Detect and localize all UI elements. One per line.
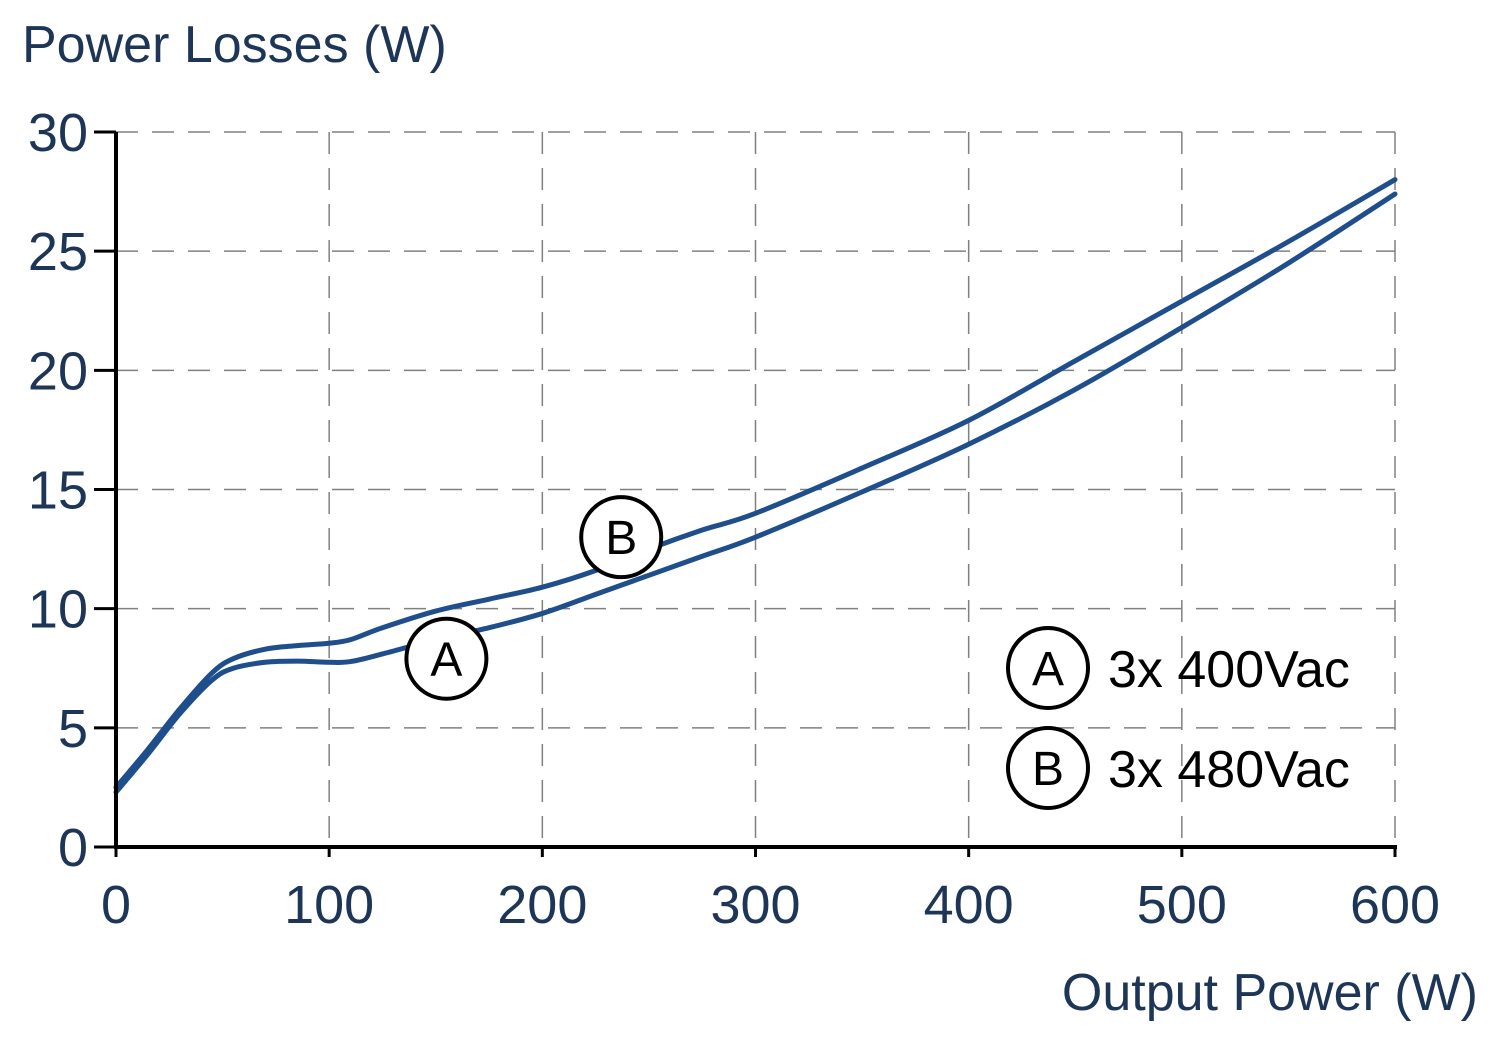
x-tick-label: 0 xyxy=(101,875,131,935)
series-marker-a xyxy=(404,616,489,701)
series-marker-letter: B xyxy=(605,512,637,565)
y-tick-label: 0 xyxy=(58,818,88,878)
y-tick-label: 10 xyxy=(28,580,88,640)
x-tick-label: 200 xyxy=(497,875,587,935)
series-marker-letter: A xyxy=(430,634,462,687)
x-axis-label: Output Power (W) xyxy=(1062,964,1478,1022)
legend: A 3x 400Vac B 3x 480Vac xyxy=(1006,626,1350,810)
axes xyxy=(94,130,1397,857)
legend-marker-b xyxy=(1006,726,1090,810)
tick-labels: 0 100 200 300 400 500 600 0 5 10 15 20 25 30 xyxy=(28,103,1440,935)
y-tick-label: 15 xyxy=(28,461,88,521)
y-tick-label: 25 xyxy=(28,222,88,282)
series-line-b xyxy=(113,177,1398,790)
series-markers: AB xyxy=(404,495,664,701)
legend-marker-a xyxy=(1006,626,1090,710)
x-tick-label: 300 xyxy=(710,875,800,935)
legend-entry-label: 3x 400Vac xyxy=(1108,641,1350,699)
x-tick-label: 400 xyxy=(924,875,1014,935)
y-axis-label: Power Losses (W) xyxy=(22,16,447,74)
series-line-a xyxy=(113,191,1398,795)
y-tick-label: 20 xyxy=(28,341,88,401)
y-tick-label: 5 xyxy=(58,699,88,759)
x-tick-label: 500 xyxy=(1137,875,1227,935)
series-lines xyxy=(113,177,1398,795)
series-marker-b xyxy=(579,495,664,580)
x-tick-label: 600 xyxy=(1350,875,1440,935)
legend-entry-label: 3x 480Vac xyxy=(1108,741,1350,799)
grid-lines xyxy=(116,131,1396,847)
x-tick-label: 100 xyxy=(284,875,374,935)
legend-marker-letter: A xyxy=(1032,643,1064,696)
legend-marker-letter: B xyxy=(1032,743,1064,796)
y-tick-label: 30 xyxy=(28,103,88,163)
